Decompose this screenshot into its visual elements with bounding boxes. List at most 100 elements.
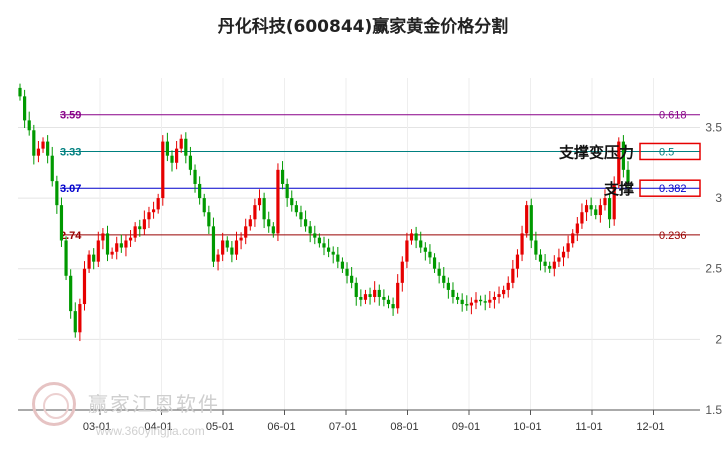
y-tick-label: 1.5 — [705, 403, 722, 417]
candle-body — [18, 87, 22, 97]
candle-body — [607, 198, 612, 220]
candle-body — [179, 138, 183, 149]
candle-body — [557, 257, 561, 262]
x-tick-label: 08-01 — [390, 421, 418, 433]
x-tick-label: 05-01 — [206, 421, 234, 433]
candle-body — [142, 219, 146, 230]
candle-body — [548, 265, 552, 269]
candle-body — [244, 226, 248, 238]
candle-body — [612, 183, 616, 220]
candle-body — [110, 251, 114, 255]
y-tick-label: 2.5 — [705, 262, 722, 276]
candle-body — [188, 155, 193, 170]
candle-body — [193, 169, 197, 184]
level-ratio-label: 0.5 — [659, 146, 674, 158]
candle-body — [41, 141, 45, 149]
candle-body — [299, 212, 303, 220]
candle-body — [92, 254, 96, 262]
candle-body — [317, 237, 321, 244]
candle-body — [115, 243, 119, 252]
candle-body — [488, 299, 492, 303]
candle-body — [230, 247, 234, 255]
candle-body — [96, 240, 100, 262]
chart-title: 丹化科技(600844)赢家黄金价格分割 — [217, 17, 509, 37]
candle-body — [50, 155, 54, 182]
candle-body — [598, 205, 602, 216]
level-ratio-label: 0.618 — [659, 110, 687, 122]
candle-body — [101, 233, 105, 241]
candle-body — [69, 275, 73, 312]
candle-body — [386, 299, 391, 305]
candle-body — [511, 268, 515, 283]
candle-body — [151, 209, 156, 213]
candle-body — [409, 233, 414, 241]
level-price-label: 3.33 — [60, 146, 81, 158]
candle-body — [354, 282, 358, 297]
candle-body — [124, 240, 128, 248]
y-tick-label: 3 — [715, 191, 722, 205]
candle-body — [322, 243, 326, 248]
candle-body — [543, 261, 547, 266]
x-tick-label: 11-01 — [575, 421, 602, 433]
candle-body — [580, 212, 584, 224]
candle-body — [400, 261, 404, 283]
candle-body — [423, 247, 427, 252]
candle-body — [373, 289, 377, 297]
x-tick-label: 06-01 — [267, 421, 295, 433]
level-ratio-label: 0.382 — [659, 183, 687, 195]
candle-body — [87, 254, 91, 269]
candle-body — [455, 296, 460, 300]
candle-body — [492, 296, 497, 300]
candle-body — [202, 198, 206, 213]
candle-body — [138, 226, 142, 230]
candle-body — [216, 254, 220, 262]
candle-body — [432, 257, 437, 269]
candle-body — [437, 268, 441, 276]
level-ratio-label: 0.236 — [659, 230, 687, 242]
candle-body — [571, 233, 575, 244]
gold-level-lines: 3.59 0.618 3.33 0.5 3.07 0.382 2.74 0.236 — [60, 110, 700, 242]
candle-body — [253, 205, 257, 220]
candle-body — [584, 205, 589, 213]
candle-body — [529, 205, 533, 241]
candle-body — [207, 212, 211, 227]
candle-body — [617, 141, 621, 184]
axis-layer: 3.5 3 2.5 2 1.5 03-01 04-01 05-01 06-01 07-01 08-0… — [18, 120, 722, 433]
x-tick-label: 04-01 — [144, 421, 172, 433]
candle-body — [331, 251, 335, 255]
candle-body — [327, 247, 331, 252]
candle-body — [175, 148, 179, 163]
candle-body — [276, 169, 280, 234]
candle-body — [460, 299, 464, 305]
x-tick-label: 10-01 — [513, 421, 541, 433]
x-tick-label: 09-01 — [452, 421, 480, 433]
candle-body — [294, 205, 298, 213]
candle-body — [198, 183, 202, 199]
x-tick-label: 12-01 — [636, 421, 664, 433]
candle-body — [506, 282, 510, 290]
candle-body — [161, 141, 165, 199]
candle-body — [271, 226, 275, 234]
level-price-label: 2.74 — [60, 230, 82, 242]
candle-body — [368, 294, 372, 297]
candle-body — [626, 169, 630, 184]
candle-body — [497, 294, 501, 297]
candle-body — [515, 254, 520, 269]
candle-body — [621, 141, 625, 170]
candle-body — [534, 240, 538, 255]
annotation-box — [639, 142, 701, 161]
candle-body — [78, 304, 82, 333]
candle-body — [451, 289, 455, 297]
candle-body — [225, 240, 229, 248]
annotation-box — [639, 179, 701, 197]
candle-body — [73, 311, 77, 333]
candle-body — [184, 138, 188, 156]
x-tick-label: 03-01 — [83, 421, 111, 433]
candle-body — [405, 240, 409, 262]
y-tick-label: 3.5 — [705, 120, 722, 134]
candle-body — [59, 205, 64, 241]
candle-body — [469, 302, 473, 306]
candle-body — [234, 240, 239, 255]
candle-body — [257, 198, 262, 206]
candle-body — [82, 268, 87, 305]
